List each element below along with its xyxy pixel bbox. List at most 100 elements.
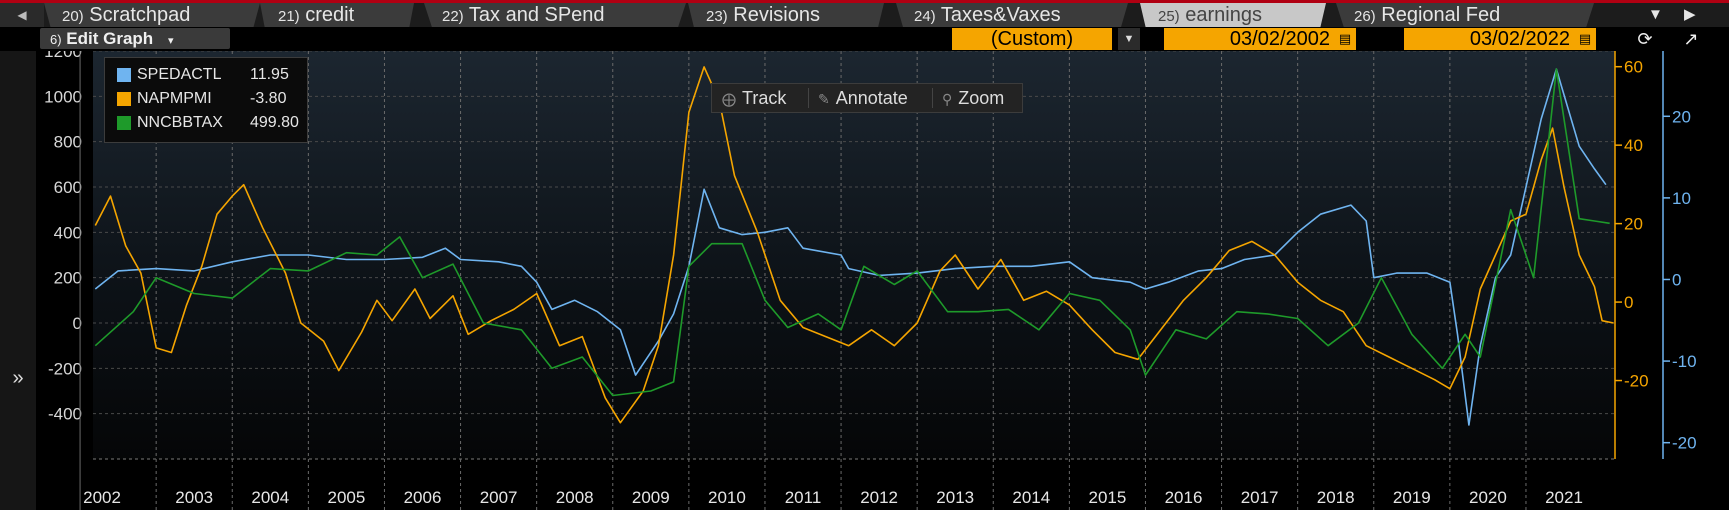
left-axis: 1200 1000 800 600 400 200 0 -200 -400	[44, 51, 82, 424]
x-axis: 2002 2003 2004 2005 2006 2007 2008 2009 2010 2011…	[79, 51, 1583, 510]
scroll-tabs-right-icon[interactable]: ▶	[1684, 6, 1696, 23]
tab-taxes-vaxes[interactable]: 24) Taxes&Vaxes	[896, 3, 1128, 27]
x-tick-label: 2003	[175, 488, 213, 507]
legend-entry: NNCBBTAX 499.80	[117, 113, 307, 133]
x-tick-label: 2014	[1012, 488, 1050, 507]
pop-out-icon[interactable]: ↗	[1683, 29, 1699, 49]
tab-tax-and-spend[interactable]: 22) Tax and SPend	[424, 3, 686, 27]
legend-value: 11.95	[250, 66, 289, 83]
right-tick-label: 0	[1672, 270, 1681, 289]
tab-strip: ◀ 20) Scratchpad 21) credit 22) Tax and …	[0, 3, 1729, 27]
x-tick-label: 2017	[1241, 488, 1279, 507]
end-date-field[interactable]: 03/02/2022	[1404, 28, 1596, 50]
right-axes: 60 40 20 0 -20 20 10 0 -10 -20	[1614, 51, 1697, 459]
toolbar-divider	[808, 88, 809, 108]
zoom-button[interactable]: ⚲ Zoom	[942, 84, 1004, 112]
tab-number: 21)	[278, 8, 300, 25]
legend-value: 499.80	[250, 114, 299, 131]
tab-label: Tax and SPend	[468, 4, 605, 26]
pencil-icon: ✎	[818, 91, 830, 107]
scroll-tabs-left-icon[interactable]: ◀	[0, 3, 44, 27]
edit-graph-number: 6)	[50, 32, 62, 47]
chevron-down-icon: ▾	[167, 35, 174, 47]
x-tick-label: 2004	[251, 488, 289, 507]
tab-revisions[interactable]: 23) Revisions	[688, 3, 884, 27]
y-tick-label: 600	[54, 178, 82, 197]
tab-number: 22)	[442, 8, 464, 25]
graph-toolbar: 6) Edit Graph ▾ (Custom) ▼ 03/02/2002 ▤ …	[0, 27, 1729, 51]
annotate-label: Annotate	[835, 88, 908, 108]
y-tick-label: -200	[48, 359, 82, 378]
x-tick-label: 2002	[83, 488, 121, 507]
y-tick-label: 1200	[44, 51, 82, 61]
tab-list-dropdown-icon[interactable]: ▼	[1648, 6, 1663, 23]
toolbar-divider	[932, 88, 933, 108]
refresh-icon[interactable]: ⟳	[1637, 29, 1653, 49]
x-tick-label: 2011	[785, 488, 822, 507]
right-tick-label: 10	[1672, 189, 1691, 208]
period-dropdown-icon[interactable]: ▼	[1118, 28, 1140, 50]
x-tick-label: 2013	[936, 488, 974, 507]
y-tick-label: 200	[54, 269, 82, 288]
track-button[interactable]: ⨁ Track	[722, 84, 786, 112]
plot-background	[93, 51, 1615, 459]
right-tick-label: 0	[1624, 293, 1633, 312]
x-tick-label: 2005	[327, 488, 365, 507]
legend-name: NAPMPMI	[137, 90, 212, 107]
start-date-field[interactable]: 03/02/2002	[1164, 28, 1356, 50]
legend-entry: SPEDACTL 11.95	[117, 65, 307, 85]
x-tick-label: 2008	[556, 488, 594, 507]
calendar-icon[interactable]: ▤	[1578, 31, 1592, 46]
zoom-label: Zoom	[958, 88, 1005, 108]
tab-label: earnings	[1185, 4, 1262, 26]
y-tick-label: 800	[54, 133, 82, 152]
legend-swatch	[117, 92, 131, 106]
chart-legend: SPEDACTL 11.95 NAPMPMI -3.80 NNCBBTAX 49…	[104, 57, 308, 143]
right-tick-label: -10	[1672, 352, 1697, 371]
right-axis-panel	[1615, 51, 1729, 510]
right-tick-label: -20	[1672, 434, 1697, 453]
x-tick-label: 2007	[480, 488, 518, 507]
tab-label: credit	[305, 4, 355, 26]
tab-number: 20)	[62, 8, 84, 25]
tab-regional-fed[interactable]: 26) Regional Fed	[1336, 3, 1594, 27]
period-select[interactable]: (Custom)	[952, 28, 1112, 50]
magnifier-icon: ⚲	[942, 91, 953, 107]
calendar-icon[interactable]: ▤	[1338, 31, 1352, 46]
right-tick-label: 60	[1624, 58, 1643, 77]
y-tick-label: 1000	[44, 87, 82, 106]
x-tick-label: 2006	[404, 488, 442, 507]
expand-panel-icon[interactable]: »	[12, 367, 24, 389]
legend-value: -3.80	[250, 90, 287, 107]
tab-earnings[interactable]: 25) earnings	[1140, 3, 1326, 27]
x-tick-label: 2009	[632, 488, 670, 507]
crosshair-icon: ⨁	[722, 91, 736, 107]
tab-credit[interactable]: 21) credit	[260, 3, 414, 27]
right-tick-label: -20	[1624, 372, 1649, 391]
tab-number: 26)	[1354, 8, 1376, 25]
series-line-nncbbtax	[94, 68, 1610, 397]
right-tick-label: 20	[1624, 215, 1643, 234]
annotate-button[interactable]: ✎ Annotate	[818, 84, 908, 112]
y-tick-label: 400	[54, 223, 82, 242]
legend-entry: NAPMPMI -3.80	[117, 89, 307, 109]
x-tick-label: 2020	[1469, 488, 1507, 507]
series-layer	[94, 66, 1614, 426]
x-tick-label: 2019	[1393, 488, 1431, 507]
track-label: Track	[742, 88, 787, 108]
x-tick-label: 2018	[1317, 488, 1355, 507]
y-tick-label: 0	[73, 314, 82, 333]
tab-scratchpad[interactable]: 20) Scratchpad	[44, 3, 260, 27]
edit-graph-button[interactable]: 6) Edit Graph ▾	[40, 28, 230, 49]
tab-label: Taxes&Vaxes	[940, 4, 1061, 26]
tab-label: Regional Fed	[1381, 4, 1501, 26]
y-tick-label: -400	[48, 405, 82, 424]
tab-number: 25)	[1158, 8, 1180, 25]
x-tick-label: 2010	[708, 488, 746, 507]
x-tick-label: 2015	[1088, 488, 1126, 507]
tab-number: 24)	[914, 8, 936, 25]
chart-tool-bar: ⨁ Track ✎ Annotate ⚲ Zoom	[711, 83, 1023, 113]
legend-swatch	[117, 116, 131, 130]
right-tick-label: 40	[1624, 136, 1643, 155]
